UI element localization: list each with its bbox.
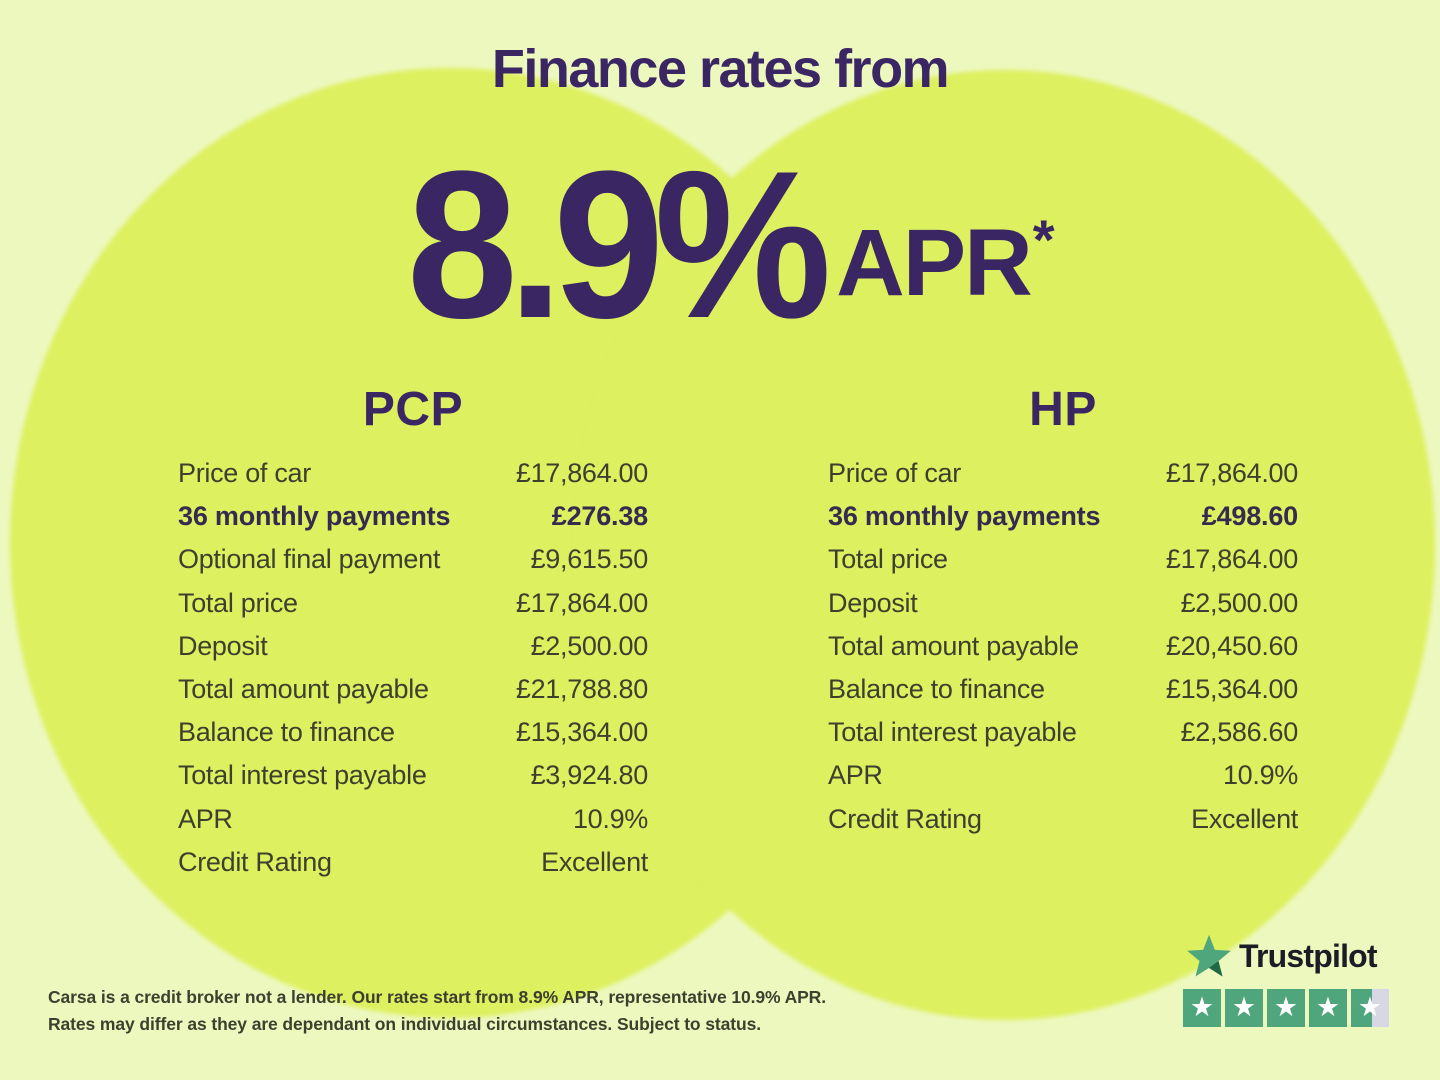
- table-row: Total amount payable £21,788.80: [178, 668, 648, 711]
- row-value: £2,500.00: [1180, 587, 1299, 618]
- table-row: Deposit £2,500.00: [178, 625, 648, 668]
- row-label: Price of car: [178, 458, 311, 489]
- trustpilot-star-box: ★: [1225, 989, 1263, 1027]
- hp-table: Price of car £17,864.00 36 monthly payme…: [828, 452, 1298, 841]
- row-label: Price of car: [828, 458, 961, 489]
- row-label: APR: [178, 803, 233, 834]
- table-row: Deposit £2,500.00: [828, 582, 1298, 625]
- row-value: £17,864.00: [515, 458, 648, 489]
- row-value: 10.9%: [572, 803, 648, 834]
- row-label: Balance to finance: [178, 717, 395, 748]
- table-row: Optional final payment £9,615.50: [178, 538, 648, 581]
- row-label: Deposit: [178, 630, 268, 661]
- star-icon: ★: [1357, 991, 1383, 1023]
- hero-rate-value: 8.9%: [407, 127, 832, 362]
- trustpilot-star-box: ★: [1267, 989, 1305, 1027]
- table-row: Total price £17,864.00: [828, 538, 1298, 581]
- row-value: £17,864.00: [1165, 544, 1298, 575]
- row-label: Credit Rating: [178, 846, 332, 877]
- table-row: Total price £17,864.00: [178, 582, 648, 625]
- row-value: Excellent: [1191, 803, 1298, 834]
- row-value: £276.38: [551, 501, 648, 532]
- row-value: £15,364.00: [1165, 674, 1298, 705]
- table-row: Price of car £17,864.00: [178, 452, 648, 495]
- trustpilot-star-box: ★: [1309, 989, 1347, 1027]
- row-label: Total interest payable: [828, 717, 1077, 748]
- trustpilot-star-icon: [1187, 934, 1231, 977]
- row-value: £15,364.00: [515, 717, 648, 748]
- row-value: £2,586.60: [1180, 717, 1299, 748]
- trustpilot-logo: Trustpilot: [1186, 933, 1378, 979]
- table-row: 36 monthly payments £498.60: [828, 495, 1298, 538]
- row-label: Optional final payment: [178, 544, 441, 575]
- table-row: APR 10.9%: [828, 754, 1298, 797]
- trustpilot-rating-stars: ★ ★ ★ ★ ★: [1183, 989, 1389, 1027]
- row-label: 36 monthly payments: [178, 501, 451, 532]
- row-value: 10.9%: [1222, 760, 1298, 791]
- row-label: Deposit: [828, 587, 918, 618]
- row-label: Total amount payable: [178, 674, 429, 705]
- table-row: 36 monthly payments £276.38: [178, 495, 648, 538]
- hero-apr-wrap: APR*: [836, 212, 1054, 311]
- kicker-title: Finance rates from: [491, 39, 950, 99]
- trustpilot-star-box: ★: [1183, 989, 1221, 1027]
- row-label: Balance to finance: [828, 674, 1045, 705]
- trustpilot-brand-text: Trustpilot: [1239, 937, 1378, 974]
- disclaimer-line-2: Rates may differ as they are dependant o…: [48, 1013, 761, 1034]
- table-row: Balance to finance £15,364.00: [828, 668, 1298, 711]
- row-value: £17,864.00: [515, 587, 648, 618]
- row-value: £498.60: [1201, 501, 1298, 532]
- trustpilot-star-box-partial: ★: [1351, 989, 1389, 1027]
- star-icon: ★: [1273, 991, 1299, 1023]
- table-row: Total interest payable £3,924.80: [178, 754, 648, 797]
- row-label: Total price: [178, 587, 298, 618]
- hero-apr-label: APR: [836, 210, 1033, 316]
- background-circle-right: [575, 70, 1435, 1020]
- star-icon: ★: [1231, 991, 1257, 1023]
- row-value: £2,500.00: [530, 630, 649, 661]
- table-row: Credit Rating Excellent: [178, 841, 648, 884]
- row-value: £21,788.80: [515, 674, 648, 705]
- row-label: Total interest payable: [178, 760, 427, 791]
- table-row: Total amount payable £20,450.60: [828, 625, 1298, 668]
- row-value: £17,864.00: [1165, 458, 1298, 489]
- row-label: APR: [828, 760, 883, 791]
- row-label: 36 monthly payments: [828, 501, 1101, 532]
- table-row: Price of car £17,864.00: [828, 452, 1298, 495]
- pcp-column-header: PCP: [362, 383, 464, 436]
- row-label: Total amount payable: [828, 630, 1079, 661]
- hp-column-header: HP: [1029, 383, 1097, 436]
- hero-rate-line: 8.9% APR*: [0, 140, 1440, 350]
- table-row: Balance to finance £15,364.00: [178, 711, 648, 754]
- table-row: Credit Rating Excellent: [828, 798, 1298, 841]
- row-label: Total price: [828, 544, 948, 575]
- hero-asterisk: *: [1032, 208, 1055, 271]
- row-value: Excellent: [541, 846, 648, 877]
- table-row: APR 10.9%: [178, 798, 648, 841]
- disclaimer-text: Carsa is a credit broker not a lender. O…: [48, 984, 828, 1037]
- table-row: Total interest payable £2,586.60: [828, 711, 1298, 754]
- pcp-table: Price of car £17,864.00 36 monthly payme…: [178, 452, 648, 884]
- disclaimer-line-1: Carsa is a credit broker not a lender. O…: [48, 987, 826, 1007]
- star-icon: ★: [1315, 991, 1341, 1023]
- row-value: £9,615.50: [530, 544, 649, 575]
- row-value: £3,924.80: [530, 760, 649, 791]
- star-icon: ★: [1189, 991, 1215, 1023]
- row-label: Credit Rating: [828, 803, 982, 834]
- row-value: £20,450.60: [1165, 630, 1298, 661]
